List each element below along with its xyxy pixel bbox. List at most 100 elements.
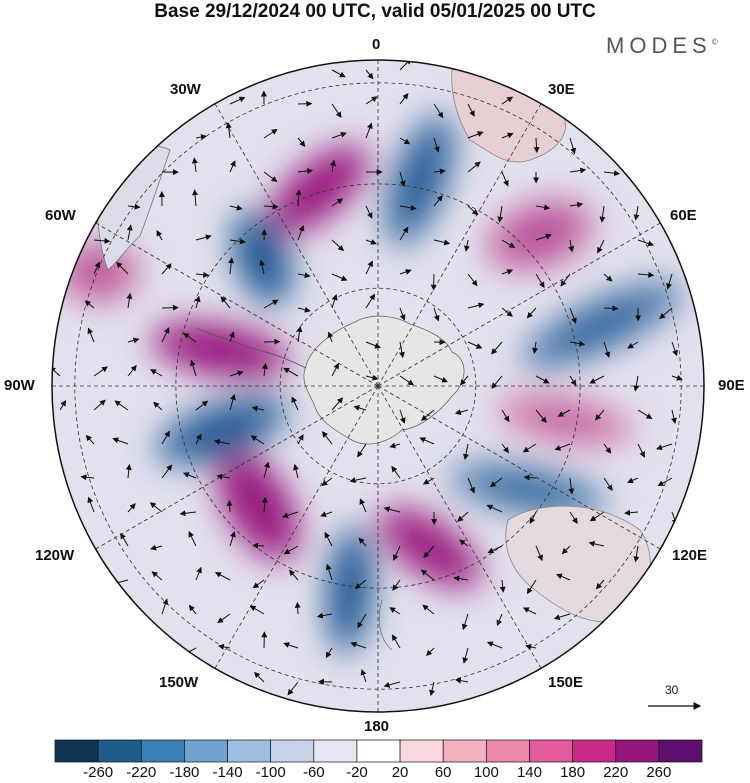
wind-arrow (151, 571, 163, 581)
colorbar-tick-label: 220 (603, 764, 629, 781)
wind-arrow (153, 401, 163, 411)
wind-arrow (433, 375, 448, 383)
wind-arrow (462, 647, 469, 664)
wind-arrow (568, 477, 575, 495)
map-boundary (51, 59, 705, 713)
wind-arrow (501, 132, 514, 139)
wind-arrow (633, 375, 640, 392)
wind-arrow (191, 157, 198, 173)
wind-arrow (603, 443, 612, 454)
wind-arrow (454, 677, 469, 684)
anomaly-core (484, 475, 572, 505)
wind-arrow (289, 569, 299, 581)
wind-arrow (93, 399, 106, 411)
wind-arrow (349, 477, 367, 484)
wind-arrow (532, 341, 539, 354)
wind-arrow (316, 612, 333, 619)
wind-arrow (501, 96, 514, 105)
wind-arrow (399, 409, 406, 424)
wind-arrow (192, 189, 199, 207)
wind-arrow (569, 167, 587, 174)
wind-arrow (214, 572, 231, 581)
anomaly-core (337, 554, 363, 626)
wind-arrow (297, 306, 311, 313)
wind-arrow (331, 294, 338, 309)
wind-arrow (399, 226, 409, 241)
wind-arrow (399, 171, 406, 187)
wind-arrow (535, 233, 552, 241)
wind-arrow (365, 239, 377, 245)
wind-arrow (331, 362, 339, 377)
wind-arrow (399, 204, 417, 211)
wind-arrow (429, 681, 435, 697)
colorbar-swatch (54, 739, 99, 763)
wind-arrow (150, 369, 163, 377)
wind-arrow (331, 239, 345, 252)
colorbar-tick-label: -20 (346, 764, 368, 781)
wind-arrow (226, 499, 233, 513)
wind-arrow (569, 375, 577, 387)
wind-arrow (467, 341, 483, 349)
colorbar-tick-label: -140 (212, 764, 243, 781)
wind-arrow (321, 477, 333, 486)
wind-arrow (603, 305, 619, 312)
colorbar-swatch (399, 739, 444, 763)
wind-arrow (389, 607, 401, 615)
wind-arrow (249, 605, 265, 615)
wind-arrow (423, 545, 435, 559)
wind-arrow (283, 642, 299, 649)
wind-arrow (419, 437, 435, 445)
wind-arrow (383, 681, 401, 688)
wind-arrow (294, 601, 301, 615)
brand-logo: MODES© (606, 33, 718, 59)
wind-arrow (297, 272, 311, 279)
label-lon-30w: 30W (170, 81, 201, 98)
wind-arrow (556, 573, 571, 581)
wind-arrow (624, 509, 639, 516)
wind-arrow (535, 273, 545, 289)
wind-arrow (295, 189, 302, 207)
wind-arrow (87, 496, 95, 513)
anomaly-core (557, 301, 647, 349)
wind-arrow (297, 434, 304, 445)
wind-arrow (80, 474, 95, 481)
colorbar (54, 739, 703, 763)
wind-arrow (194, 295, 201, 309)
reference-vector-label: 30 (665, 683, 679, 697)
wind-arrow (114, 400, 129, 411)
wind-arrow (195, 433, 202, 445)
wind-arrow (588, 540, 605, 547)
wind-arrow (365, 260, 373, 275)
wind-arrow (354, 579, 367, 590)
wind-arrow (365, 293, 376, 309)
wind-arrow (460, 375, 469, 386)
wind-arrow (229, 160, 236, 173)
wind-arrow (433, 168, 446, 175)
wind-arrow (357, 613, 367, 629)
colorbar-swatch (615, 739, 660, 763)
anomaly-core (401, 143, 439, 217)
coastlines (95, 68, 651, 651)
wind-arrow (399, 93, 409, 105)
wind-arrow (182, 472, 197, 479)
brand-name: MODES (606, 33, 712, 58)
wind-arrow (569, 340, 586, 347)
wind-arrow (220, 296, 231, 309)
wind-arrow (391, 465, 401, 479)
wind-arrow (454, 409, 469, 415)
wind-arrow (486, 504, 503, 513)
colorbar-swatch (97, 739, 142, 763)
wind-arrow (217, 613, 231, 624)
wind-arrow (156, 230, 163, 241)
wind-arrow (467, 302, 485, 309)
wind-arrow (399, 375, 415, 386)
wind-arrow (433, 137, 440, 153)
wind-arrow (365, 122, 373, 139)
graticule (52, 60, 704, 712)
wind-arrow (489, 477, 503, 488)
wind-arrow (93, 261, 100, 275)
wind-arrow (324, 531, 333, 547)
wind-arrow (358, 537, 367, 547)
wind-arrow (179, 510, 197, 517)
wind-arrow (501, 269, 514, 275)
